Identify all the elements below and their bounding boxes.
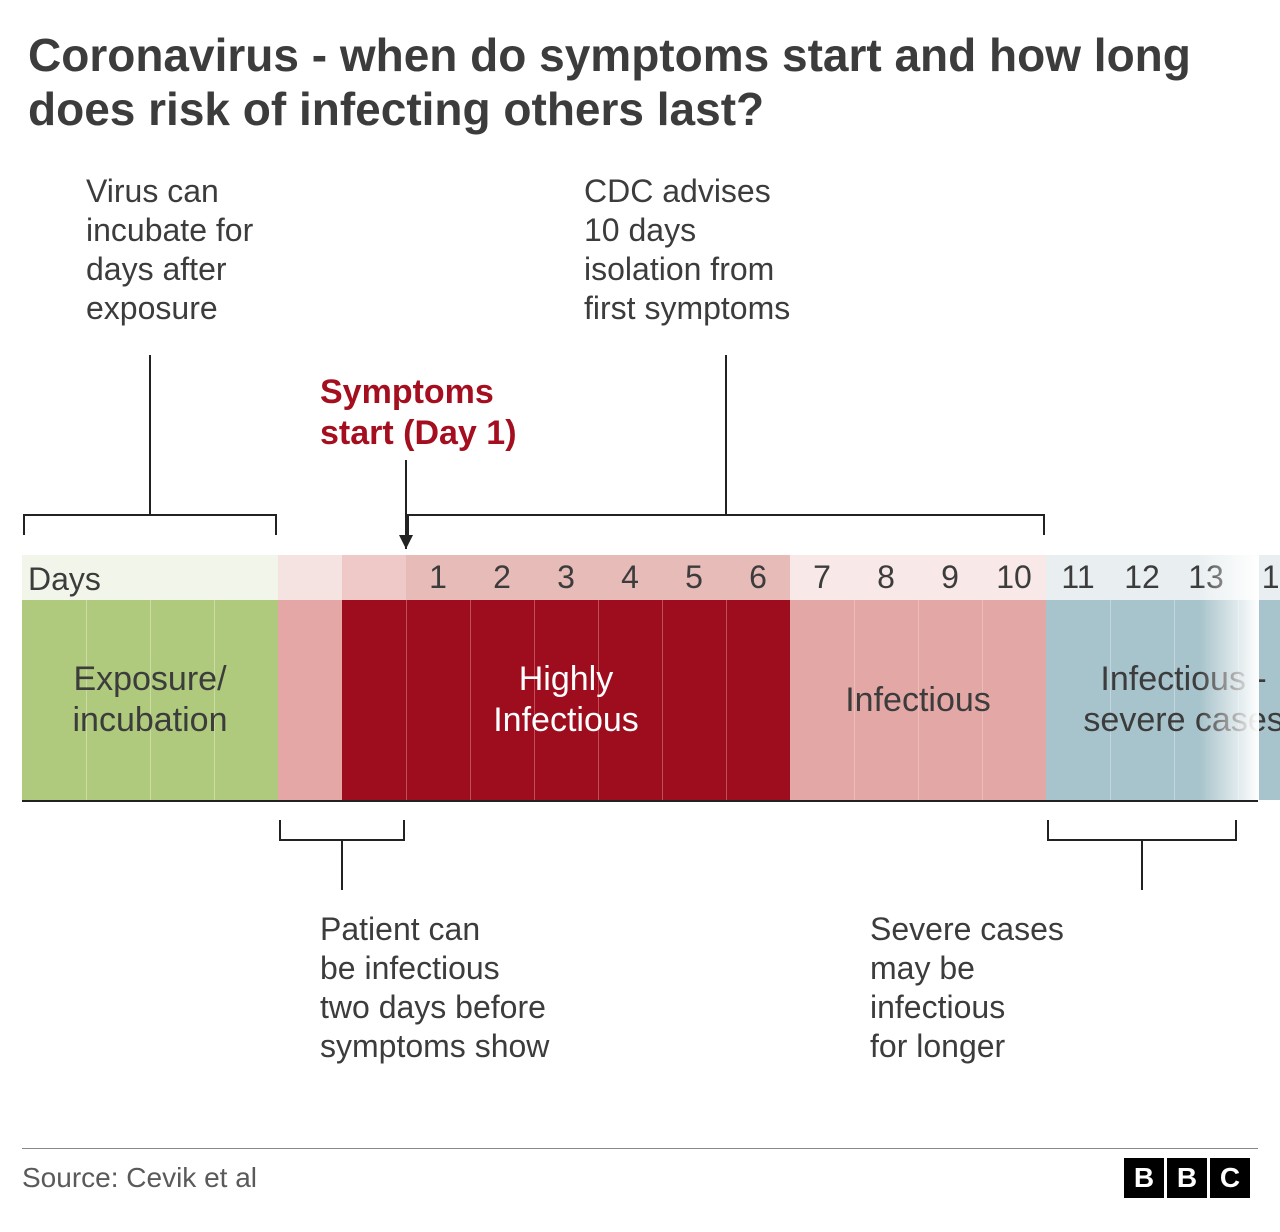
day-cell: 2: [470, 555, 534, 600]
day-cell: [342, 555, 406, 600]
day-number: 8: [854, 555, 918, 600]
day-cell: 5: [662, 555, 726, 600]
day-cell: 10: [982, 555, 1046, 600]
day-cell: 8: [854, 555, 918, 600]
day-number: 3: [534, 555, 598, 600]
day-cell: 9: [918, 555, 982, 600]
bbc-logo-b1: B: [1124, 1158, 1164, 1198]
day-number: 1: [406, 555, 470, 600]
day-number: 7: [790, 555, 854, 600]
phase-segment: Exposure/ incubation: [22, 600, 278, 800]
annotation-preinfectious: Patient can be infectious two days befor…: [320, 910, 549, 1066]
annotation-severe: Severe cases may be infectious for longe…: [870, 910, 1064, 1066]
day-cell: 1: [406, 555, 470, 600]
phase-segment: Highly Infectious: [342, 600, 790, 800]
day-cell: 12: [1110, 555, 1174, 600]
annotation-symptoms-start: Symptoms start (Day 1): [320, 372, 517, 454]
phase-segment: Infectious: [790, 600, 1046, 800]
day-cell: 7: [790, 555, 854, 600]
day-cell: 11: [1046, 555, 1110, 600]
timeline-phase-row: Exposure/ incubation Highly InfectiousInf…: [22, 600, 1258, 800]
day-number: 2: [470, 555, 534, 600]
day-cell: [278, 555, 342, 600]
phase-label: Highly Infectious: [342, 600, 790, 800]
phase-label: Infectious: [790, 600, 1046, 800]
timeline-fadeout: [1199, 555, 1259, 800]
bbc-logo: B B C: [1124, 1158, 1250, 1198]
day-number: 6: [726, 555, 790, 600]
timeline-chart: 1234567891011121314 Exposure/ incubation…: [22, 555, 1258, 800]
timeline-day-row: 1234567891011121314: [22, 555, 1258, 600]
day-cell: 3: [534, 555, 598, 600]
footer-rule: [22, 1148, 1258, 1149]
timeline-baseline: [22, 800, 1258, 802]
bbc-logo-c: C: [1210, 1158, 1250, 1198]
source-label: Source: Cevik et al: [22, 1162, 257, 1194]
day-number: 4: [598, 555, 662, 600]
day-number: 10: [982, 555, 1046, 600]
phase-label: Exposure/ incubation: [22, 600, 278, 800]
day-number: 11: [1046, 555, 1110, 600]
day-cell: 4: [598, 555, 662, 600]
day-number: 9: [918, 555, 982, 600]
annotation-cdc: CDC advises 10 days isolation from first…: [584, 172, 790, 328]
day-number: 5: [662, 555, 726, 600]
bbc-logo-b2: B: [1167, 1158, 1207, 1198]
page-title: Coronavirus - when do symptoms start and…: [28, 28, 1252, 137]
day-cell: 6: [726, 555, 790, 600]
annotation-incubation: Virus can incubate for days after exposu…: [86, 172, 253, 328]
phase-segment: [278, 600, 342, 800]
day-number: 12: [1110, 555, 1174, 600]
days-label: Days: [28, 561, 101, 598]
